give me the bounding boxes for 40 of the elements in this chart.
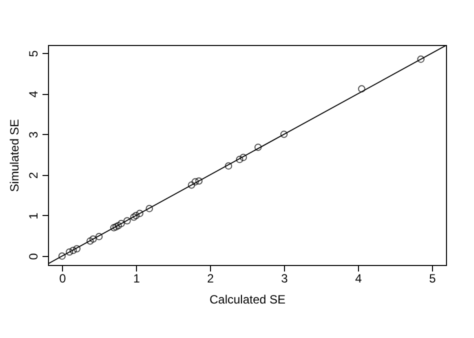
x-axis-title: Calculated SE <box>209 292 286 306</box>
point <box>132 212 140 220</box>
y-tick-label: 1 <box>26 212 40 220</box>
y-tick-label: 2 <box>26 172 40 179</box>
point <box>236 156 244 164</box>
x-tick-label: 0 <box>59 272 66 286</box>
y-tick-label: 0 <box>26 252 40 260</box>
point <box>417 56 425 63</box>
x-tick-label: 4 <box>355 272 362 286</box>
y-axis-title: Simulated SE <box>8 119 22 192</box>
x-tick-label: 5 <box>429 272 436 286</box>
y-tick-label: 3 <box>26 131 40 138</box>
point <box>110 224 118 232</box>
point <box>146 204 154 212</box>
point <box>130 213 138 221</box>
point <box>112 223 120 230</box>
point <box>136 210 144 218</box>
point <box>224 162 232 170</box>
point <box>192 178 199 186</box>
point <box>73 245 81 252</box>
point <box>188 181 196 189</box>
x-tick-label: 3 <box>281 272 288 286</box>
point <box>254 144 262 151</box>
point <box>358 85 366 92</box>
point <box>86 237 94 245</box>
point <box>195 177 203 185</box>
x-tick-label: 1 <box>133 272 140 286</box>
point <box>240 154 247 162</box>
x-tick-label: 2 <box>207 272 214 286</box>
y-tick-label: 4 <box>26 90 40 98</box>
point <box>95 232 103 240</box>
point <box>280 130 288 138</box>
point <box>123 217 131 224</box>
point <box>114 222 122 230</box>
point <box>118 220 125 228</box>
y-tick-label: 5 <box>26 50 40 57</box>
point <box>66 248 74 256</box>
point <box>69 246 77 254</box>
point <box>58 252 66 260</box>
point <box>89 235 97 243</box>
